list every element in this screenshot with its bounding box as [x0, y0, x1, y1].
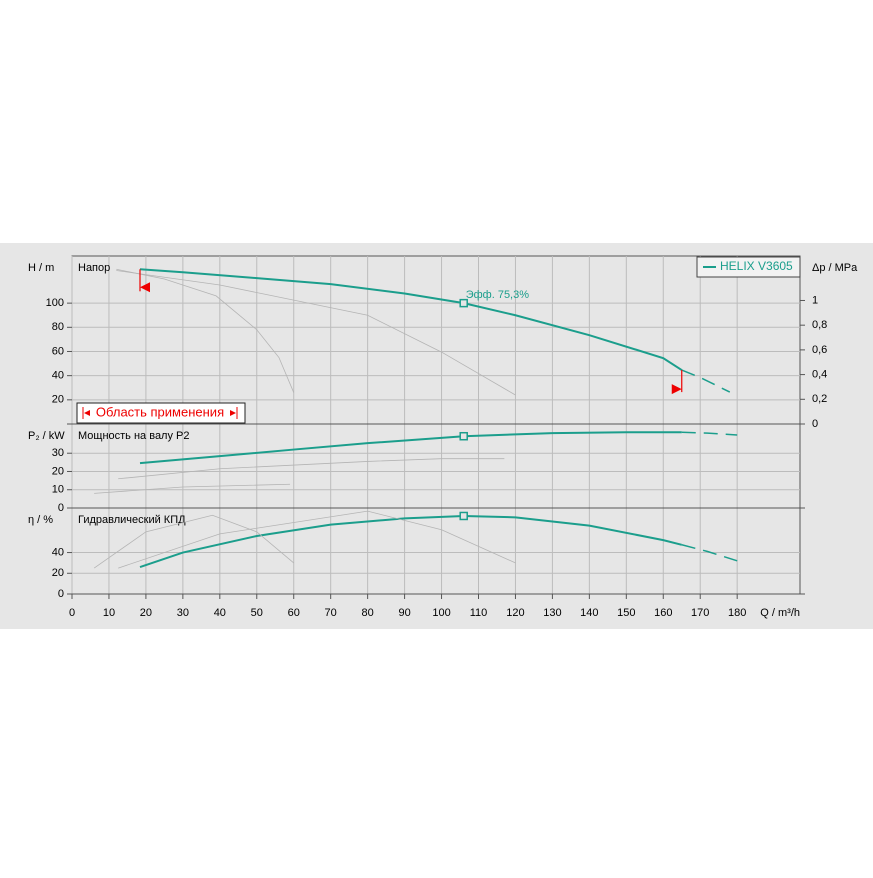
x-tick-label: 50: [251, 607, 263, 619]
series-line: [118, 458, 505, 480]
x-tick-label: 110: [470, 607, 488, 619]
y-tick-label: 20: [52, 465, 64, 477]
legend-label: HELIX V3605: [720, 259, 793, 273]
y2-tick-label: 0,6: [812, 344, 827, 356]
y-tick-label: 0: [58, 588, 64, 600]
x-tick-label: 100: [432, 607, 450, 619]
y-tick-label: 20: [52, 394, 64, 406]
x-tick-label: 70: [325, 607, 337, 619]
y-tick-label: 60: [52, 345, 64, 357]
y-axis-label: H / m: [28, 262, 54, 274]
plot-area: [71, 255, 801, 595]
series-line: [681, 431, 738, 436]
x-tick-label: 120: [506, 607, 524, 619]
y-tick-label: 30: [52, 447, 64, 459]
series-line: [93, 514, 294, 569]
x-tick-label: 80: [362, 607, 374, 619]
duty-point: [459, 298, 468, 308]
duty-point-label: Эфф. 75,3%: [466, 289, 530, 301]
x-tick-label: 90: [398, 607, 410, 619]
y-tick-label: 20: [52, 567, 64, 579]
y-tick-label: 80: [52, 321, 64, 333]
x-tick-label: 40: [214, 607, 226, 619]
duty-point: [459, 431, 468, 441]
y-tick-label: 0: [58, 502, 64, 514]
series-line: [94, 483, 291, 494]
x-tick-label: 20: [140, 607, 152, 619]
y-tick-label: 100: [46, 297, 64, 309]
y-tick-label: 40: [52, 370, 64, 382]
range-box: [76, 402, 246, 424]
x-tick-label: 150: [617, 607, 635, 619]
panel-title: Мощность на валу P2: [78, 430, 190, 442]
panel-title: Напор: [78, 262, 110, 274]
series-line: [116, 270, 516, 396]
x-tick-label: 160: [654, 607, 672, 619]
x-tick-label: 170: [691, 607, 709, 619]
series-line: [139, 431, 682, 465]
series-line: [116, 268, 295, 393]
y-tick-label: 10: [52, 484, 64, 496]
y2-tick-label: 0,4: [812, 368, 827, 380]
range-box-arrow: [84, 410, 90, 416]
y2-axis-label: Δp / MPa: [812, 262, 858, 274]
series-line: [139, 268, 683, 371]
x-tick-label: 180: [728, 607, 746, 619]
x-tick-label: 130: [543, 607, 561, 619]
series-line: [118, 510, 516, 569]
x-tick-label: 140: [580, 607, 598, 619]
y2-tick-label: 0: [812, 418, 818, 430]
x-axis-label: Q / m³/h: [760, 607, 800, 619]
y2-tick-label: 0,2: [812, 393, 827, 405]
y-tick-label: 40: [52, 546, 64, 558]
legend-box: [696, 256, 801, 278]
x-tick-label: 10: [103, 607, 115, 619]
duty-point: [459, 511, 468, 521]
y-axis-label: η / %: [28, 514, 53, 526]
x-tick-label: 0: [69, 607, 75, 619]
y-axis-label: P₂ / kW: [28, 430, 65, 442]
y2-tick-label: 1: [812, 294, 818, 306]
range-start-arrow: [139, 282, 150, 293]
range-end-arrow: [671, 384, 682, 395]
series-line: [681, 544, 738, 562]
y2-tick-label: 0,8: [812, 319, 827, 331]
range-box-arrow: [230, 410, 236, 416]
series-line: [681, 369, 731, 393]
range-label: Область применения: [96, 404, 224, 419]
series-line: [139, 514, 682, 569]
x-tick-label: 30: [177, 607, 189, 619]
x-tick-label: 60: [288, 607, 300, 619]
panel-title: Гидравлический КПД: [78, 514, 186, 526]
